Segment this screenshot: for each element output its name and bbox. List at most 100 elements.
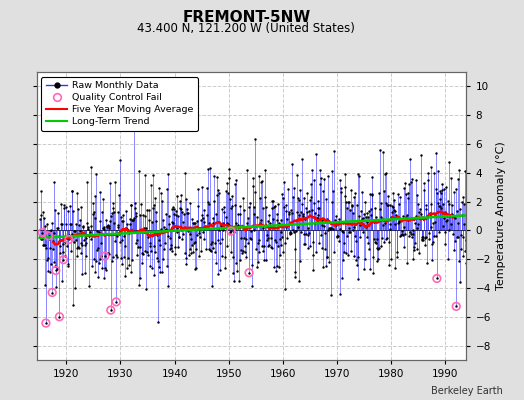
- Point: [387, 256, 396, 262]
- Point: [180, 211, 188, 218]
- Point: [130, 200, 139, 206]
- Point: [216, 223, 225, 230]
- Point: [132, 213, 140, 219]
- Point: [292, 217, 301, 224]
- Point: [408, 230, 417, 237]
- Point: [306, 243, 314, 250]
- Point: [62, 204, 70, 210]
- Point: [233, 268, 241, 274]
- Point: [259, 224, 268, 231]
- Point: [215, 190, 224, 196]
- Point: [125, 229, 133, 236]
- Point: [300, 241, 308, 247]
- Point: [258, 178, 266, 184]
- Point: [207, 241, 215, 247]
- Point: [201, 222, 210, 229]
- Point: [85, 232, 94, 238]
- Point: [257, 179, 265, 185]
- Point: [97, 240, 105, 246]
- Point: [168, 248, 177, 254]
- Point: [411, 212, 420, 219]
- Point: [388, 202, 397, 209]
- Point: [443, 256, 452, 262]
- Point: [263, 237, 271, 243]
- Point: [103, 224, 112, 231]
- Point: [382, 200, 390, 206]
- Point: [245, 270, 253, 276]
- Point: [234, 222, 243, 229]
- Point: [60, 202, 68, 208]
- Point: [444, 198, 452, 204]
- Point: [452, 186, 460, 192]
- Point: [165, 213, 173, 219]
- Point: [374, 256, 382, 262]
- Point: [434, 203, 443, 209]
- Point: [412, 176, 420, 183]
- Point: [311, 249, 320, 255]
- Point: [222, 214, 230, 220]
- Point: [177, 206, 185, 212]
- Point: [72, 221, 80, 227]
- Point: [58, 240, 67, 247]
- Point: [154, 258, 162, 264]
- Point: [365, 208, 374, 214]
- Point: [36, 216, 44, 222]
- Point: [445, 159, 453, 166]
- Point: [260, 194, 269, 200]
- Point: [289, 227, 298, 233]
- Point: [177, 227, 185, 234]
- Point: [78, 241, 86, 248]
- Point: [321, 263, 330, 270]
- Point: [63, 260, 72, 267]
- Point: [235, 257, 244, 263]
- Point: [221, 254, 229, 260]
- Point: [330, 248, 338, 255]
- Point: [74, 244, 82, 251]
- Point: [278, 234, 287, 240]
- Point: [246, 235, 255, 241]
- Point: [195, 226, 203, 233]
- Point: [176, 205, 184, 212]
- Point: [106, 180, 114, 186]
- Point: [417, 152, 425, 158]
- Point: [138, 212, 147, 218]
- Point: [154, 318, 162, 325]
- Point: [443, 213, 451, 220]
- Point: [45, 236, 53, 242]
- Point: [240, 235, 248, 242]
- Point: [166, 246, 174, 252]
- Point: [390, 221, 399, 228]
- Point: [405, 233, 413, 240]
- Point: [428, 240, 436, 247]
- Point: [364, 214, 373, 220]
- Point: [181, 170, 189, 176]
- Point: [411, 240, 419, 246]
- Point: [208, 239, 216, 245]
- Point: [401, 180, 410, 186]
- Point: [433, 190, 442, 196]
- Point: [157, 226, 165, 232]
- Point: [189, 220, 198, 226]
- Point: [162, 211, 170, 217]
- Point: [45, 233, 53, 239]
- Point: [147, 182, 156, 188]
- Point: [347, 202, 356, 208]
- Point: [326, 292, 335, 298]
- Point: [310, 200, 319, 206]
- Point: [419, 236, 428, 243]
- Point: [58, 278, 66, 285]
- Point: [232, 177, 240, 184]
- Point: [454, 234, 463, 240]
- Point: [427, 224, 435, 230]
- Point: [225, 166, 233, 172]
- Point: [137, 229, 146, 235]
- Point: [426, 210, 434, 216]
- Point: [428, 256, 436, 263]
- Point: [219, 227, 227, 233]
- Point: [171, 244, 179, 250]
- Point: [159, 256, 167, 262]
- Point: [437, 189, 445, 196]
- Point: [159, 217, 168, 223]
- Point: [296, 258, 304, 264]
- Point: [433, 275, 441, 282]
